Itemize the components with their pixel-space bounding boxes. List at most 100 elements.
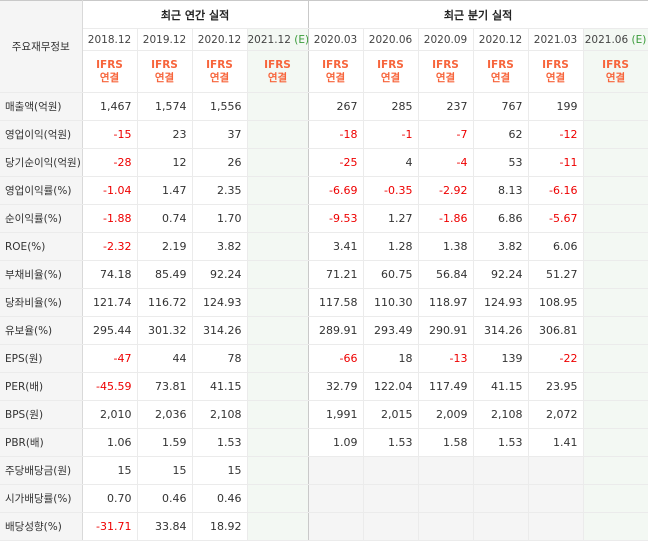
table-cell: 1.47 (137, 176, 193, 205)
table-cell: -25 (308, 148, 364, 177)
table-row: 시가배당률(%) 0.70 0.46 0.46 (0, 484, 648, 513)
table-cell: 26 (192, 148, 248, 177)
ifrs-line1: IFRS (264, 58, 291, 71)
table-cell: 41.15 (473, 372, 529, 401)
ifrs-line1: IFRS (322, 58, 349, 71)
table-cell: 56.84 (418, 260, 474, 289)
table-cell: 2.19 (137, 232, 193, 261)
table-cell: 2,108 (473, 400, 529, 429)
table-cell: 0.46 (192, 484, 248, 513)
table-cell (247, 456, 309, 485)
ifrs-badge: IFRS 연결 (418, 50, 474, 93)
table-cell (418, 484, 474, 513)
table-cell: 3.82 (473, 232, 529, 261)
ifrs-badge: IFRS 연결 (583, 50, 648, 93)
period-label: 2021.03 (533, 33, 578, 46)
table-row: 부채비율(%) 74.18 85.49 92.24 71.21 60.75 56.84 92.… (0, 260, 648, 289)
table-cell: 306.81 (528, 316, 584, 345)
table-cell: 1.38 (418, 232, 474, 261)
table-cell: 1,991 (308, 400, 364, 429)
table-cell: -28 (82, 148, 138, 177)
table-cell (418, 456, 474, 485)
table-cell: -66 (308, 344, 364, 373)
row-label: PBR(배) (0, 428, 83, 457)
table-cell: 267 (308, 92, 364, 121)
table-cell: 74.18 (82, 260, 138, 289)
table-cell (473, 512, 529, 541)
period-header: 2021.06 (E) (583, 28, 648, 51)
table-cell: 44 (137, 344, 193, 373)
table-cell: 1.09 (308, 428, 364, 457)
table-cell: 289.91 (308, 316, 364, 345)
table-cell (247, 344, 309, 373)
table-cell (308, 456, 364, 485)
table-cell: 0.70 (82, 484, 138, 513)
table-cell: 108.95 (528, 288, 584, 317)
table-cell: -1.86 (418, 204, 474, 233)
table-cell (583, 204, 648, 233)
table-cell (583, 316, 648, 345)
ifrs-line2: 연결 (267, 71, 288, 84)
ifrs-badge: IFRS 연결 (363, 50, 419, 93)
table-cell: 8.13 (473, 176, 529, 205)
table-cell: 116.72 (137, 288, 193, 317)
table-cell: 37 (192, 120, 248, 149)
quarterly-header: 최근 분기 실적 (308, 0, 648, 29)
table-cell: 124.93 (473, 288, 529, 317)
table-cell: 60.75 (363, 260, 419, 289)
table-cell: -2.32 (82, 232, 138, 261)
period-header: 2020.12 (473, 28, 529, 51)
table-cell (583, 120, 648, 149)
table-cell: 1.59 (137, 428, 193, 457)
ifrs-badge: IFRS 연결 (308, 50, 364, 93)
table-cell: 51.27 (528, 260, 584, 289)
table-cell: -5.67 (528, 204, 584, 233)
table-row: ROE(%) -2.32 2.19 3.82 3.41 1.28 1.38 3.82 6.06 (0, 232, 648, 261)
table-cell (247, 120, 309, 149)
table-cell: 2.35 (192, 176, 248, 205)
period-label: 2019.12 (142, 33, 187, 46)
table-cell: -1.88 (82, 204, 138, 233)
table-cell: 33.84 (137, 512, 193, 541)
ifrs-badge: IFRS 연결 (528, 50, 584, 93)
table-cell: 1,467 (82, 92, 138, 121)
period-header: 2021.03 (528, 28, 584, 51)
table-cell (247, 484, 309, 513)
row-label: 당기순이익(억원) (0, 148, 83, 177)
table-cell (583, 512, 648, 541)
period-label: 2020.06 (368, 33, 413, 46)
table-cell (583, 456, 648, 485)
table-cell: 295.44 (82, 316, 138, 345)
table-cell (247, 204, 309, 233)
ifrs-line2: 연결 (435, 71, 456, 84)
table-cell: 2,010 (82, 400, 138, 429)
table-cell (247, 316, 309, 345)
table-cell: 1.28 (363, 232, 419, 261)
table-cell (247, 400, 309, 429)
table-row: 당좌비율(%) 121.74 116.72 124.93 117.58 110.30 118… (0, 288, 648, 317)
table-cell (247, 428, 309, 457)
period-header: 2018.12 (82, 28, 138, 51)
table-cell: 6.86 (473, 204, 529, 233)
table-cell: 1.06 (82, 428, 138, 457)
row-label: 유보율(%) (0, 316, 83, 345)
table-cell: 71.21 (308, 260, 364, 289)
estimate-marker: (E) (294, 33, 309, 46)
table-cell: 15 (137, 456, 193, 485)
table-cell: 117.49 (418, 372, 474, 401)
ifrs-badge: IFRS 연결 (137, 50, 193, 93)
table-cell: 121.74 (82, 288, 138, 317)
table-cell: 1.53 (363, 428, 419, 457)
ifrs-badge: IFRS 연결 (192, 50, 248, 93)
ifrs-line1: IFRS (96, 58, 123, 71)
period-header: 2020.12 (192, 28, 248, 51)
table-cell (583, 400, 648, 429)
table-cell: 1.41 (528, 428, 584, 457)
table-cell (308, 512, 364, 541)
ifrs-line2: 연결 (545, 71, 566, 84)
table-cell (247, 512, 309, 541)
table-row: 당기순이익(억원) -28 12 26 -25 4 -4 53 -11 (0, 148, 648, 177)
table-cell: -7 (418, 120, 474, 149)
table-cell: 3.41 (308, 232, 364, 261)
table-row: EPS(원) -47 44 78 -66 18 -13 139 -22 (0, 344, 648, 373)
